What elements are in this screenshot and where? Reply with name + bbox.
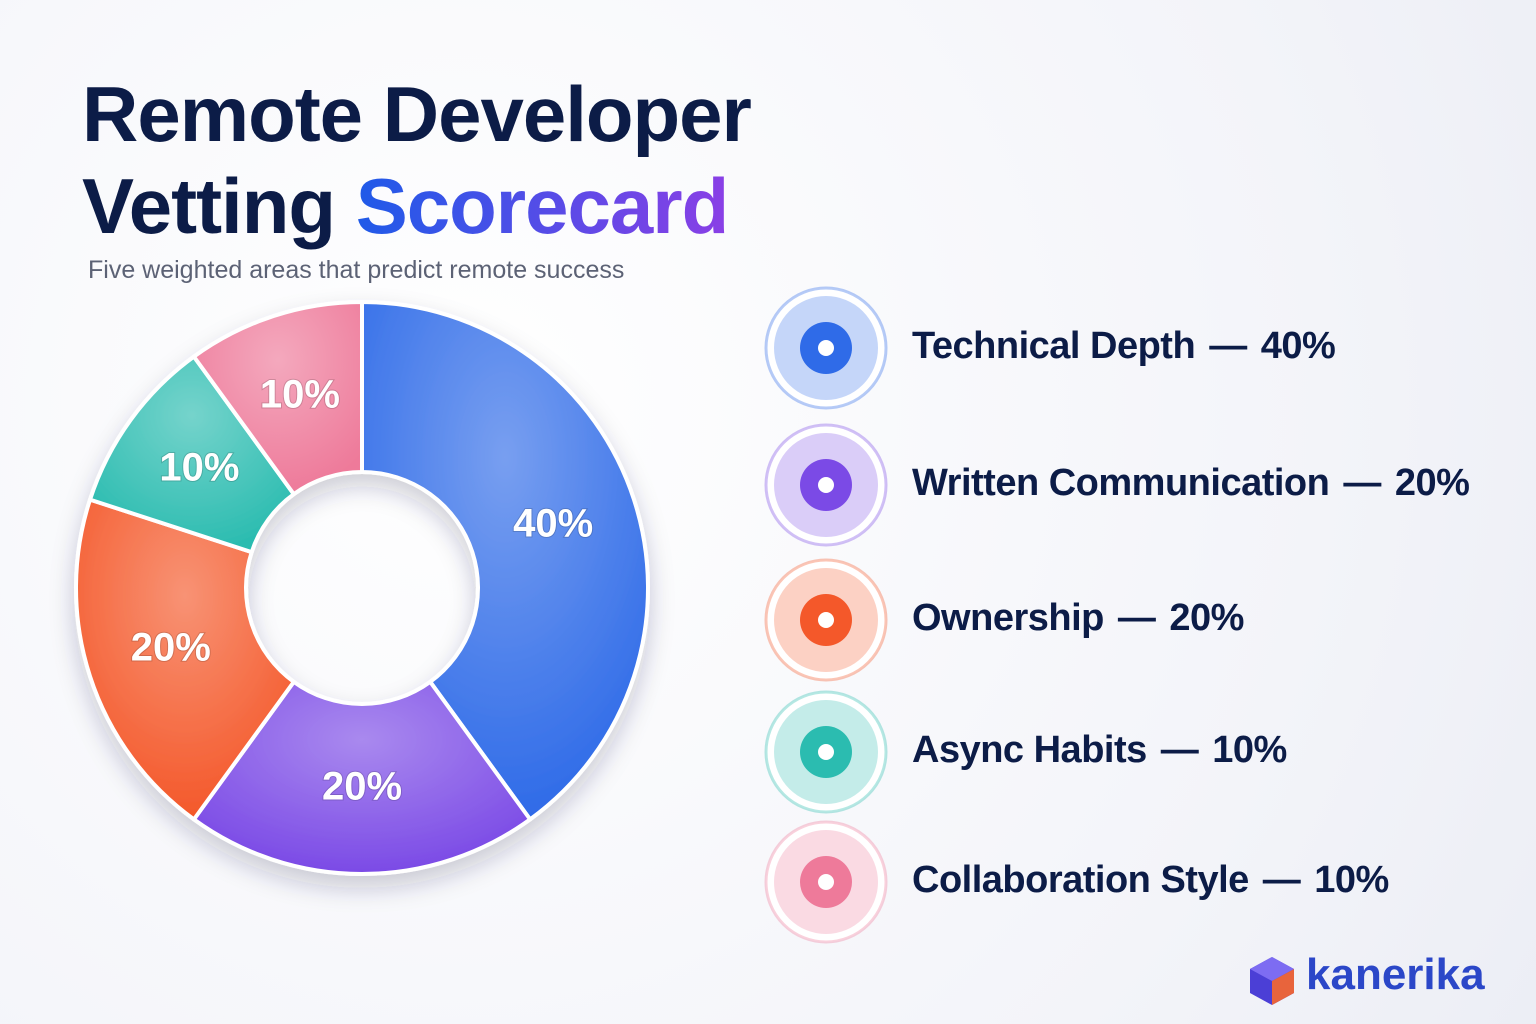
brand: kanerika [1306, 950, 1485, 999]
legend-name: Async Habits [912, 729, 1147, 771]
legend-name: Ownership [912, 597, 1104, 639]
legend-name: Written Communication [912, 462, 1330, 504]
slice-gloss [193, 302, 362, 495]
slice-gloss [89, 356, 294, 553]
legend-name: Technical Depth [912, 325, 1196, 367]
subtitle: Five weighted areas that predict remote … [88, 256, 625, 284]
slice-label: 20% [322, 765, 402, 809]
icon-dot [818, 612, 834, 628]
legend-separator: — [1160, 729, 1199, 771]
legend-value: 40% [1260, 325, 1336, 367]
legend-entry: Collaboration Style — 10% [912, 859, 1389, 902]
slice-label: 10% [159, 445, 239, 489]
slice-label: 10% [260, 372, 340, 416]
icon-dot [818, 340, 834, 356]
icon-dot [818, 874, 834, 890]
title-text: Remote Developer Vetting [82, 70, 752, 250]
slice-gloss [193, 681, 531, 874]
legend-separator: — [1262, 859, 1301, 901]
legend-entry: Written Communication — 20% [912, 462, 1470, 505]
legend-value: 20% [1169, 597, 1244, 639]
legend-value: 10% [1314, 859, 1389, 901]
slice-label: 20% [131, 626, 211, 670]
slice-gloss [76, 499, 294, 820]
title: Remote Developer Vetting Scorecard [82, 68, 882, 252]
logo [1250, 957, 1294, 1005]
icon-dot [818, 744, 834, 760]
legend-entry: Ownership — 20% [912, 597, 1244, 640]
legend-separator: — [1117, 597, 1156, 639]
legend-value: 20% [1394, 462, 1470, 504]
slice-gloss [362, 302, 648, 820]
legend-name: Collaboration Style [912, 859, 1249, 901]
title-highlight: Scorecard [355, 162, 730, 250]
legend-entry: Async Habits — 10% [912, 729, 1287, 772]
legend-separator: — [1343, 462, 1381, 504]
icon-dot [818, 477, 834, 493]
legend-separator: — [1209, 325, 1247, 367]
legend-value: 10% [1212, 729, 1287, 771]
slice-label: 40% [513, 501, 593, 545]
donut: 40% 20% 20% 10% 10% [74, 300, 650, 876]
legend-entry: Technical Depth — 40% [912, 325, 1336, 368]
icons [764, 286, 888, 944]
